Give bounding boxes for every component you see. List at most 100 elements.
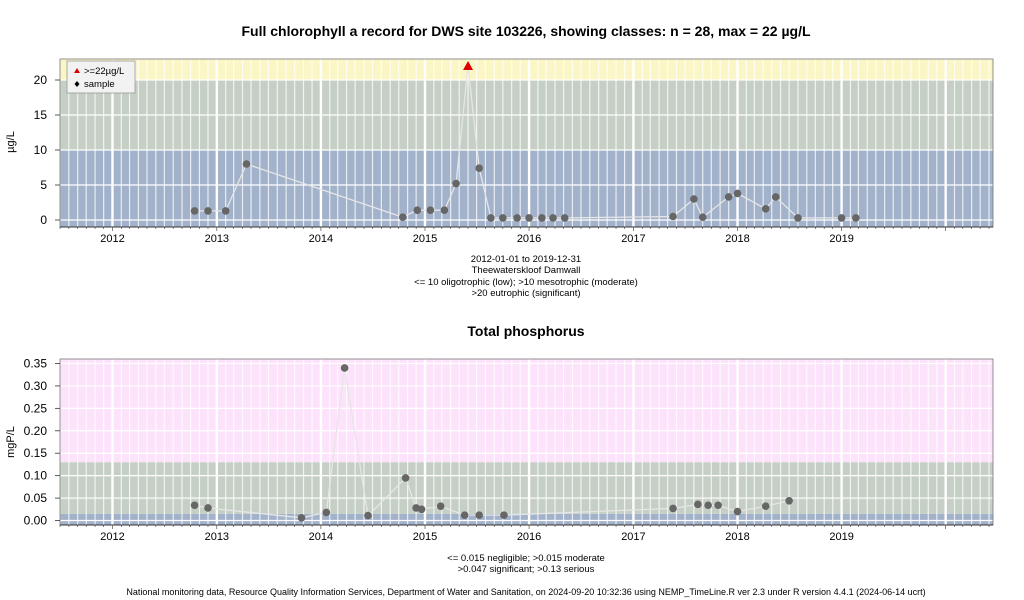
data-point	[242, 160, 251, 168]
data-point	[475, 164, 483, 172]
data-point	[440, 206, 449, 214]
phosphorus-chart: Total phosphorus 2012 2013 2014 2015 2016 201…	[5, 323, 994, 575]
x-tick-label: 2014	[309, 531, 333, 543]
data-point	[785, 496, 793, 505]
data-point	[417, 505, 426, 514]
class-band	[60, 499, 993, 514]
data-point	[499, 214, 507, 222]
y-tick-label: 5	[40, 178, 47, 192]
x-tick-label: 2016	[517, 531, 541, 543]
data-point	[426, 206, 435, 214]
x-tick-label: 2015	[413, 531, 437, 543]
phosphorus-y-axis-label: mgP/L	[5, 426, 17, 458]
y-tick-label: 0.05	[24, 491, 48, 505]
chlorophyll-y-axis-label: µg/L	[5, 131, 17, 153]
data-point	[733, 189, 742, 198]
class-band	[60, 462, 993, 500]
data-point	[340, 364, 349, 372]
data-point	[297, 514, 306, 522]
data-point	[698, 213, 707, 221]
data-point	[761, 205, 770, 213]
caption-tp-note-1: <= 0.015 negligible; >0.015 moderate	[447, 553, 605, 564]
caption-tp-note-2: >0.047 significant; >0.13 serious	[458, 564, 595, 575]
data-point	[190, 207, 199, 215]
data-point	[436, 502, 445, 510]
data-point	[714, 501, 722, 510]
phosphorus-chart-title: Total phosphorus	[467, 323, 584, 339]
data-point	[694, 500, 702, 509]
legend-sample-label: sample	[84, 79, 115, 90]
data-point	[852, 214, 860, 222]
x-tick-label: 2017	[621, 233, 645, 245]
caption-class-note-1: <= 10 oligotrophic (low); >10 mesotrophi…	[414, 277, 638, 288]
data-point	[487, 214, 495, 222]
y-tick-label: 0	[40, 213, 47, 227]
x-tick-label: 2019	[829, 233, 853, 245]
data-point	[401, 474, 410, 482]
class-band	[60, 513, 993, 525]
chlorophyll-chart-title: Full chlorophyll a record for DWS site 1…	[241, 23, 810, 39]
x-tick-label: 2016	[517, 233, 541, 245]
data-point	[733, 507, 742, 516]
footer-credit: National monitoring data, Resource Quali…	[126, 587, 925, 597]
x-tick-label: 2012	[100, 233, 124, 245]
data-point	[322, 508, 331, 517]
x-tick-label: 2014	[309, 233, 333, 245]
y-tick-label: 20	[34, 73, 48, 87]
y-tick-label: 0.20	[24, 424, 48, 438]
y-tick-label: 15	[34, 108, 48, 122]
y-tick-label: 0.30	[24, 379, 48, 393]
class-band	[60, 59, 993, 80]
x-tick-label: 2013	[205, 233, 229, 245]
caption-class-note-2: >20 eutrophic (significant)	[471, 288, 580, 299]
x-tick-label: 2018	[725, 233, 749, 245]
caption-site-name: Theewaterskloof Damwall	[472, 265, 581, 276]
x-tick-label: 2018	[725, 531, 749, 543]
legend-exceed-label: >=22µg/L	[84, 66, 124, 77]
data-point	[190, 501, 199, 510]
data-point	[398, 213, 407, 221]
y-tick-label: 0.25	[24, 401, 48, 415]
data-point	[724, 193, 733, 201]
data-point	[690, 195, 698, 203]
data-point	[204, 504, 212, 512]
y-tick-label: 0.35	[24, 356, 48, 370]
data-point	[761, 502, 770, 510]
data-point	[794, 214, 802, 222]
y-tick-label: 0.10	[24, 469, 48, 483]
x-tick-label: 2017	[621, 531, 645, 543]
x-tick-label: 2012	[100, 531, 124, 543]
phosphorus-caption: <= 0.015 negligible; >0.015 moderate >0.…	[447, 553, 605, 575]
data-point	[500, 511, 508, 519]
data-point	[364, 511, 372, 520]
class-band	[60, 150, 993, 227]
data-point	[413, 206, 422, 214]
x-tick-label: 2013	[205, 531, 229, 543]
data-point	[549, 214, 557, 222]
x-tick-label: 2019	[829, 531, 853, 543]
data-point	[704, 501, 712, 510]
chlorophyll-chart: Full chlorophyll a record for DWS site 1…	[5, 23, 994, 299]
legend-triangle-icon	[74, 68, 80, 73]
y-tick-label: 10	[34, 143, 48, 157]
chlorophyll-legend: >=22µg/L sample	[66, 60, 136, 94]
y-tick-label: 0.15	[24, 446, 48, 460]
data-point	[452, 179, 460, 188]
chlorophyll-caption: 2012-01-01 to 2019-12-31 Theewaterskloof…	[414, 254, 638, 299]
caption-date-range: 2012-01-01 to 2019-12-31	[471, 254, 581, 265]
data-point	[771, 193, 780, 201]
data-point	[513, 214, 521, 222]
y-tick-label: 0.00	[24, 514, 48, 528]
data-point	[560, 214, 569, 222]
data-point	[204, 207, 212, 215]
class-band	[60, 359, 993, 463]
data-point	[837, 214, 846, 222]
data-point	[669, 212, 677, 221]
exceedance-point	[463, 61, 474, 70]
legend-box	[66, 60, 136, 94]
legend-diamond-icon	[74, 81, 80, 87]
data-point	[525, 214, 533, 222]
series-line	[194, 65, 856, 219]
data-point	[221, 207, 230, 215]
